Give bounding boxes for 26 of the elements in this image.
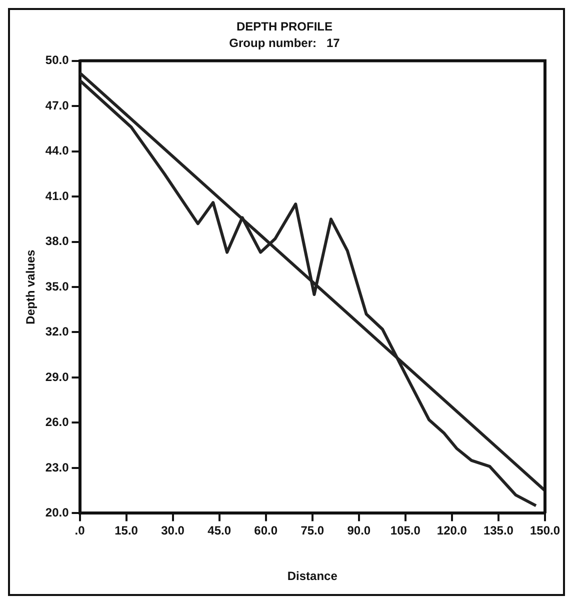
y-tick-label: 47.0: [45, 98, 70, 112]
y-tick-label: 44.0: [45, 144, 70, 158]
x-tick-label: 75.0: [300, 524, 324, 538]
y-tick-label: 20.0: [45, 506, 70, 520]
x-axis-title: Distance: [287, 569, 338, 584]
x-tick-label: 60.0: [254, 524, 278, 538]
chart-subtitle: Group number: 17: [229, 36, 340, 50]
y-tick-label: 32.0: [45, 324, 70, 339]
x-tick-label: 120.0: [436, 524, 468, 538]
y-tick-label: 23.0: [45, 460, 70, 474]
y-tick-label: 26.0: [45, 415, 70, 430]
x-tick-label: 135.0: [483, 524, 514, 538]
y-tick-label: 41.0: [45, 188, 70, 203]
x-tick-label: 90.0: [347, 524, 371, 538]
y-tick-label: 35.0: [45, 279, 70, 294]
x-tick-label: 30.0: [161, 524, 185, 538]
y-tick-label: 38.0: [45, 234, 70, 248]
y-tick-label: 50.0: [45, 53, 70, 68]
y-axis-title: Depth values: [24, 249, 38, 324]
chart-title: DEPTH PROFILE: [236, 20, 333, 34]
x-tick-label: 15.0: [114, 524, 138, 538]
x-tick-label: 45.0: [208, 524, 232, 538]
x-tick-label: 150.0: [530, 524, 560, 538]
y-tick-label: 29.0: [45, 370, 70, 384]
x-tick-label: 105.0: [390, 524, 421, 538]
x-tick-label: .0: [74, 524, 86, 538]
